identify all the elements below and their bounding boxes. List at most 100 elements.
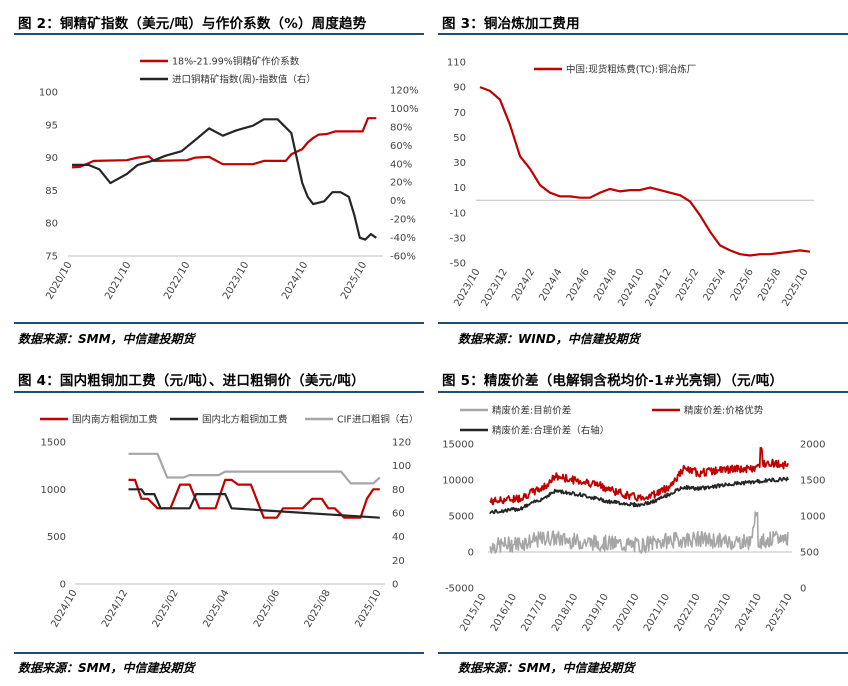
x-tick-label: 2025/10	[339, 260, 369, 301]
x-tick-label: 2022/10	[162, 260, 192, 301]
x-tick-label: 2025/8	[756, 267, 783, 303]
y-tick-label: 60%	[390, 141, 412, 152]
legend-label: 18%-21.99%铜精矿作价系数	[172, 56, 300, 68]
y-tick-label: 100%	[390, 104, 419, 115]
series-line	[489, 511, 789, 554]
x-tick-label: 2015/10	[458, 592, 488, 633]
chart-panel-blister-copper: 图 4：国内粗铜加工费（元/吨）、进口粗铜价（美元/吨） 0 500 1000 150…	[0, 345, 424, 686]
y-tick-label: 70	[453, 108, 466, 119]
y-tick-label: 120%	[390, 86, 419, 97]
x-tick-label: 2021/10	[642, 592, 672, 633]
x-tick-label: 2024/10	[616, 267, 646, 308]
y-tick-label: -40%	[390, 233, 416, 244]
y-tick-label: 500	[47, 532, 66, 543]
x-tick-label: 2017/10	[519, 592, 549, 633]
x-tick-label: 2025/2	[674, 267, 701, 303]
title-rule	[438, 391, 848, 393]
x-tick-label: 2025/06	[252, 588, 282, 629]
x-tick-label: 2025/08	[303, 588, 333, 629]
source-note: 数据来源：SMM，中信建投期货	[458, 661, 635, 675]
bottom-rule	[438, 652, 848, 654]
y-tick-label: -10	[450, 208, 466, 219]
chart-svg: 0 500 1000 1500 0 20 40 60 80 100 120 2024/10 2024/1…	[40, 414, 418, 629]
y-tick-label: -50	[450, 259, 466, 270]
x-tick-label: 2021/10	[103, 260, 133, 301]
y-tick-label: 15000	[442, 440, 474, 451]
y-tick-label: 100	[392, 461, 411, 472]
y-tick-label: 2000	[800, 440, 825, 451]
x-tick-label: 2024/6	[565, 267, 592, 303]
y-tick-label: 90	[45, 153, 58, 164]
y-tick-label: 500	[800, 548, 819, 559]
chart-svg: 75 80 85 90 95 100 -60% -40% -20% 0% 20% 40% 60% 80% 1…	[39, 56, 419, 302]
x-tick-label: 2024/10	[49, 588, 79, 629]
series-line	[128, 452, 381, 485]
chart-svg: -5000 0 5000 10000 15000 0 500 1000 1500 2000 2015…	[442, 405, 825, 634]
y-tick-label: 85	[45, 186, 58, 197]
x-tick-label: 2025/10	[780, 267, 810, 308]
y-tick-label: 60	[392, 509, 405, 520]
y-tick-label: 1500	[41, 438, 66, 449]
x-tick-label: 2025/4	[701, 267, 728, 303]
legend-label: 国内南方粗铜加工费	[72, 414, 158, 426]
chart-panel-refined-scrap-spread: 图 5：精废价差（电解铜含税均价-1#光亮铜）（元/吨） -5000 0 500 0 1…	[424, 345, 848, 686]
bottom-rule	[14, 652, 424, 654]
bottom-rule	[14, 322, 424, 324]
y-tick-label: 50	[453, 133, 466, 144]
y-tick-label: 80	[45, 219, 58, 230]
x-tick-label: 2019/10	[581, 592, 611, 633]
y-tick-label: 10	[453, 183, 466, 194]
legend-label: 精废价差:合理价差（右轴）	[492, 425, 609, 437]
y-tick-label: 0	[392, 580, 398, 591]
bottom-rule	[438, 322, 848, 324]
y-tick-label: 0	[800, 584, 806, 595]
y-tick-label: -60%	[390, 252, 416, 263]
legend-label: 中国:现货粗炼费(TC):铜冶炼厂	[566, 64, 696, 76]
x-tick-label: 2025/04	[201, 588, 231, 629]
series-line	[72, 118, 377, 241]
y-tick-label: 1500	[800, 476, 825, 487]
x-tick-label: 2025/02	[151, 588, 181, 629]
y-tick-label: -30	[450, 233, 466, 244]
panel-title: 图 4：国内粗铜加工费（元/吨）、进口粗铜价（美元/吨）	[18, 373, 365, 389]
panel-title: 图 3：铜冶炼加工费用	[442, 16, 580, 32]
x-tick-label: 2024/8	[592, 267, 619, 303]
y-tick-label: 40	[392, 532, 405, 543]
x-tick-label: 2023/10	[221, 260, 251, 301]
series-line	[128, 488, 380, 519]
x-tick-label: 2023/10	[452, 267, 482, 308]
y-tick-label: 1000	[800, 512, 825, 523]
y-tick-label: 10000	[442, 476, 474, 487]
legend-label: CIF进口粗铜（右）	[337, 414, 418, 426]
x-tick-label: 2025/10	[764, 592, 794, 633]
y-tick-label: 75	[45, 252, 58, 263]
legend-label: 精废价差:目前价差	[492, 405, 571, 417]
x-tick-label: 2024/10	[280, 260, 310, 301]
y-tick-label: 1000	[41, 485, 66, 496]
y-tick-label: 0	[468, 548, 474, 559]
y-tick-label: 30	[453, 158, 466, 169]
series-line	[489, 447, 789, 506]
panel-title: 图 5：精废价差（电解铜含税均价-1#光亮铜）（元/吨）	[442, 373, 784, 389]
y-tick-label: 100	[39, 88, 58, 99]
y-tick-label: 95	[45, 120, 58, 131]
y-tick-label: 80%	[390, 122, 412, 133]
y-tick-label: 40%	[390, 159, 412, 170]
source-note: 数据来源：WIND，中信建投期货	[458, 332, 640, 346]
x-tick-label: 2016/10	[489, 592, 519, 633]
x-tick-label: 2024/2	[510, 267, 537, 303]
source-note: 数据来源：SMM，中信建投期货	[18, 332, 195, 346]
source-note: 数据来源：SMM，中信建投期货	[18, 661, 195, 675]
title-rule	[438, 33, 848, 35]
legend-label: 国内北方粗铜加工费	[202, 414, 288, 426]
y-tick-label: -5000	[445, 584, 474, 595]
x-tick-label: 2024/10	[734, 592, 764, 633]
chart-panel-copper-concentrate-index: 图 2：铜精矿指数（美元/吨）与作价系数（%）周度趋势 75 80 85 90 95 10…	[0, 0, 424, 346]
chart-panel-smelting-tc: 图 3：铜冶炼加工费用 -50 -30 -10 10 30 50 70 90 110 2023/1…	[424, 0, 848, 346]
x-tick-label: 2020/10	[611, 592, 641, 633]
y-tick-label: 20%	[390, 178, 412, 189]
x-tick-label: 2024/12	[100, 588, 130, 629]
x-tick-label: 2018/10	[550, 592, 580, 633]
x-tick-label: 2024/12	[644, 267, 674, 308]
